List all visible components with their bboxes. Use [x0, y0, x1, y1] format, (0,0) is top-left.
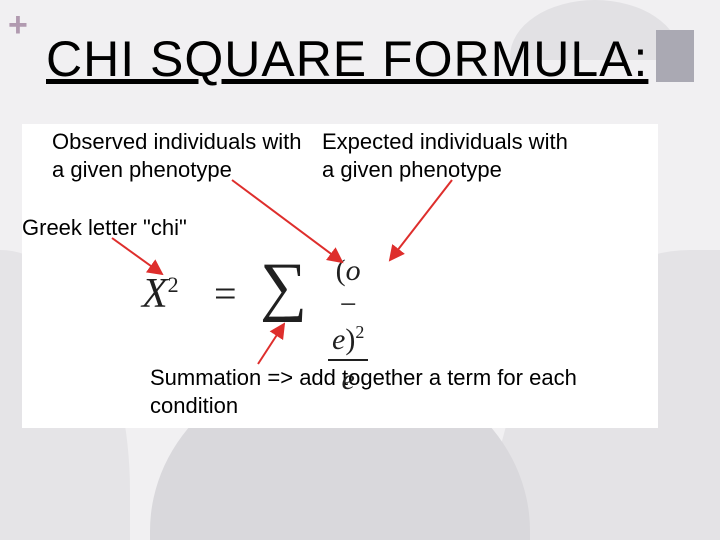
label-expected: Expected individuals with a given phenot…: [322, 128, 582, 183]
formula-num-e: e: [332, 323, 345, 356]
formula-chi-exp: 2: [168, 272, 179, 297]
formula-fraction: (o − e)2 e: [328, 254, 368, 397]
slide: + CHI SQUARE FORMULA: Observed individua…: [0, 0, 720, 540]
formula-numerator: (o − e)2: [328, 254, 368, 359]
formula-num-exp: 2: [355, 322, 364, 342]
formula-num-minus: −: [340, 288, 357, 321]
summation-arrow: [258, 324, 284, 364]
label-observed: Observed individuals with a given phenot…: [52, 128, 312, 183]
expected-arrow: [390, 180, 452, 260]
formula-num-close: ): [345, 323, 355, 356]
label-chi: Greek letter "chi": [22, 214, 187, 242]
label-summation: Summation => add together a term for eac…: [150, 364, 610, 419]
content-panel: Observed individuals with a given phenot…: [22, 124, 658, 428]
formula-denominator: e: [328, 361, 368, 397]
formula-num-open: (: [336, 254, 346, 287]
formula-chi: X2: [142, 270, 179, 318]
chi-arrow: [112, 238, 162, 274]
formula-sigma: ∑: [260, 254, 307, 320]
plus-icon: +: [8, 6, 28, 45]
formula-num-o: o: [346, 254, 361, 287]
accent-bar: [656, 30, 694, 82]
formula-equals: =: [214, 270, 237, 317]
formula-chi-symbol: X: [142, 271, 168, 317]
slide-title: CHI SQUARE FORMULA:: [46, 30, 648, 88]
